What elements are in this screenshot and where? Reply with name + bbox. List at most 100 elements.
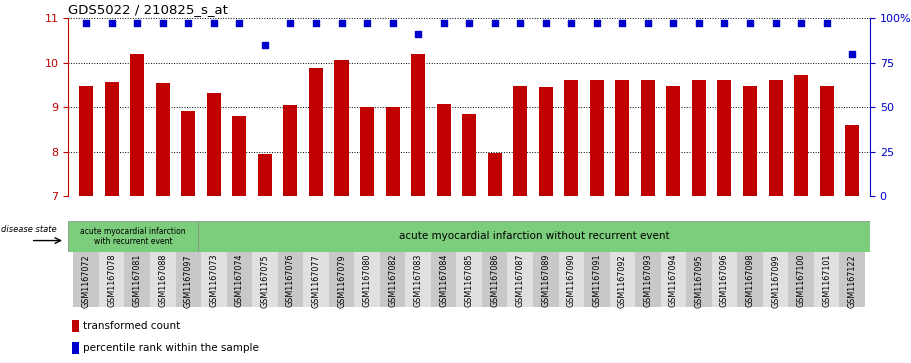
Bar — [207, 93, 220, 363]
Bar — [533, 252, 558, 307]
Bar — [487, 153, 502, 363]
Point — [538, 21, 553, 26]
Point — [436, 21, 451, 26]
Text: GSM1167074: GSM1167074 — [235, 254, 244, 307]
Text: GSM1167077: GSM1167077 — [312, 254, 321, 307]
Text: GSM1167080: GSM1167080 — [363, 254, 372, 307]
Point — [564, 21, 578, 26]
Text: GSM1167076: GSM1167076 — [286, 254, 295, 307]
Point — [360, 21, 374, 26]
Bar — [431, 252, 456, 307]
Text: GSM1167101: GSM1167101 — [822, 254, 831, 307]
Bar — [692, 79, 706, 363]
Point — [283, 21, 298, 26]
Bar — [666, 86, 681, 363]
Text: disease state: disease state — [2, 225, 57, 234]
Point — [232, 21, 247, 26]
Bar — [436, 104, 451, 363]
Point — [411, 31, 425, 37]
Bar — [303, 252, 329, 307]
Bar — [176, 252, 201, 307]
Bar — [181, 111, 195, 363]
Bar — [283, 105, 298, 363]
Text: GSM1167072: GSM1167072 — [82, 254, 91, 307]
Bar — [334, 60, 349, 363]
Bar — [125, 252, 150, 307]
Point — [742, 21, 757, 26]
Text: GDS5022 / 210825_s_at: GDS5022 / 210825_s_at — [68, 3, 228, 16]
Point — [334, 21, 349, 26]
Bar — [79, 86, 93, 363]
Point — [793, 21, 808, 26]
Bar — [354, 252, 380, 307]
Text: GSM1167100: GSM1167100 — [796, 254, 805, 307]
Text: GSM1167097: GSM1167097 — [184, 254, 193, 307]
Bar — [385, 107, 400, 363]
Bar — [201, 252, 227, 307]
Bar — [711, 252, 737, 307]
Point — [717, 21, 732, 26]
Text: GSM1167084: GSM1167084 — [439, 254, 448, 307]
Bar — [660, 252, 686, 307]
Bar — [635, 252, 660, 307]
Point — [615, 21, 630, 26]
Bar — [309, 68, 323, 363]
Text: GSM1167087: GSM1167087 — [516, 254, 525, 307]
Bar — [462, 114, 476, 363]
Bar — [456, 252, 482, 307]
Bar — [743, 86, 757, 363]
Text: GSM1167091: GSM1167091 — [592, 254, 601, 307]
Point — [207, 21, 221, 26]
Bar — [686, 252, 711, 307]
Point — [309, 21, 323, 26]
Text: GSM1167088: GSM1167088 — [159, 254, 168, 307]
Point — [666, 21, 681, 26]
Bar — [482, 252, 507, 307]
Bar — [150, 252, 176, 307]
Point — [258, 42, 272, 48]
Bar — [232, 116, 246, 363]
Point — [589, 21, 604, 26]
Text: GSM1167092: GSM1167092 — [618, 254, 627, 307]
Point — [105, 21, 119, 26]
Text: GSM1167096: GSM1167096 — [720, 254, 729, 307]
Bar — [72, 320, 78, 333]
Bar — [589, 79, 604, 363]
Bar — [99, 252, 125, 307]
Bar — [329, 252, 354, 307]
Text: acute myocardial infarction
with recurrent event: acute myocardial infarction with recurre… — [80, 227, 186, 246]
Text: GSM1167089: GSM1167089 — [541, 254, 550, 307]
Bar — [72, 342, 78, 354]
Text: GSM1167122: GSM1167122 — [847, 254, 856, 307]
Bar — [769, 79, 783, 363]
Text: GSM1167095: GSM1167095 — [694, 254, 703, 307]
Text: GSM1167099: GSM1167099 — [771, 254, 780, 307]
Bar — [130, 54, 144, 363]
Bar — [794, 75, 808, 363]
Point — [462, 21, 476, 26]
Text: GSM1167073: GSM1167073 — [210, 254, 219, 307]
Text: GSM1167085: GSM1167085 — [465, 254, 474, 307]
Text: GSM1167079: GSM1167079 — [337, 254, 346, 307]
Bar — [538, 87, 553, 363]
Point — [819, 21, 834, 26]
Point — [156, 21, 170, 26]
Bar — [763, 252, 788, 307]
Bar — [788, 252, 814, 307]
Bar — [68, 221, 198, 252]
Point — [487, 21, 502, 26]
Bar — [198, 221, 870, 252]
Text: percentile rank within the sample: percentile rank within the sample — [83, 343, 259, 353]
Point — [181, 21, 196, 26]
Bar — [513, 86, 527, 363]
Bar — [507, 252, 533, 307]
Text: transformed count: transformed count — [83, 321, 180, 331]
Point — [79, 21, 94, 26]
Text: GSM1167083: GSM1167083 — [414, 254, 423, 307]
Text: GSM1167082: GSM1167082 — [388, 254, 397, 307]
Text: acute myocardial infarction without recurrent event: acute myocardial infarction without recu… — [398, 231, 669, 241]
Point — [768, 21, 783, 26]
Text: GSM1167075: GSM1167075 — [261, 254, 270, 307]
Point — [844, 51, 859, 57]
Text: GSM1167093: GSM1167093 — [643, 254, 652, 307]
